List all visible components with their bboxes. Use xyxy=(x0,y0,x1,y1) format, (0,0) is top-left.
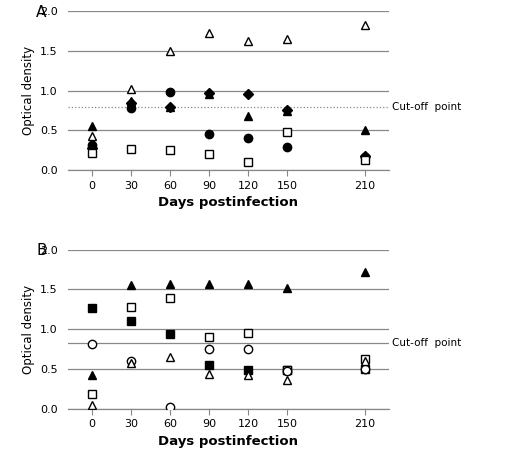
Y-axis label: Optical density: Optical density xyxy=(22,285,35,374)
X-axis label: Days postinfection: Days postinfection xyxy=(159,196,298,209)
Text: A: A xyxy=(36,5,47,20)
Text: B: B xyxy=(36,243,47,258)
Y-axis label: Optical density: Optical density xyxy=(22,46,35,135)
Text: Cut-off  point: Cut-off point xyxy=(392,101,461,112)
Text: Cut-off  point: Cut-off point xyxy=(392,338,461,348)
X-axis label: Days postinfection: Days postinfection xyxy=(159,435,298,448)
